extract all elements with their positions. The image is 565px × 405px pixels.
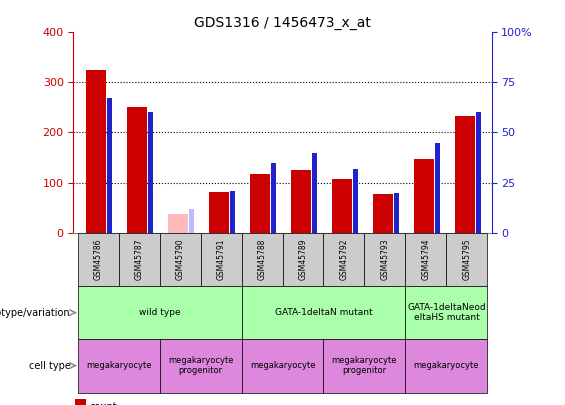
Text: GSM45787: GSM45787	[134, 239, 144, 280]
Text: megakaryocyte: megakaryocyte	[86, 361, 151, 370]
Bar	[107, 98, 112, 232]
Bar	[77, 232, 119, 286]
Bar	[324, 339, 406, 392]
Text: GSM45793: GSM45793	[380, 239, 389, 280]
Text: GATA-1deltaNeod
eltaHS mutant: GATA-1deltaNeod eltaHS mutant	[407, 303, 486, 322]
Bar	[406, 339, 488, 392]
Bar	[324, 232, 364, 286]
Bar	[159, 339, 241, 392]
Bar	[353, 168, 358, 232]
Bar	[406, 286, 488, 339]
Bar	[77, 339, 159, 392]
Bar	[208, 192, 229, 232]
Text: GSM45791: GSM45791	[216, 239, 225, 280]
Bar	[201, 232, 241, 286]
Bar	[435, 143, 440, 232]
Text: wild type: wild type	[139, 308, 180, 317]
Bar	[271, 162, 276, 232]
Bar	[119, 232, 159, 286]
Bar	[76, 399, 86, 405]
Bar	[446, 232, 488, 286]
Text: genotype/variation: genotype/variation	[0, 307, 71, 318]
Bar	[291, 170, 311, 232]
Bar	[168, 213, 188, 232]
Text: count: count	[90, 402, 118, 405]
Text: GSM45786: GSM45786	[94, 239, 102, 280]
Text: GATA-1deltaN mutant: GATA-1deltaN mutant	[275, 308, 372, 317]
Text: GSM45792: GSM45792	[340, 239, 349, 280]
Bar	[230, 191, 235, 232]
Text: cell type: cell type	[29, 360, 71, 371]
Bar	[77, 286, 241, 339]
Text: megakaryocyte
progenitor: megakaryocyte progenitor	[332, 356, 397, 375]
Bar	[414, 158, 434, 232]
Bar	[406, 232, 446, 286]
Bar	[189, 209, 194, 232]
Bar	[241, 286, 406, 339]
Text: GSM45794: GSM45794	[421, 239, 431, 280]
Bar	[86, 70, 106, 232]
Bar	[127, 107, 147, 232]
Text: megakaryocyte: megakaryocyte	[250, 361, 315, 370]
Text: GSM45790: GSM45790	[176, 239, 185, 280]
Bar	[241, 232, 282, 286]
Bar	[159, 232, 201, 286]
Text: GSM45788: GSM45788	[258, 239, 267, 280]
Title: GDS1316 / 1456473_x_at: GDS1316 / 1456473_x_at	[194, 16, 371, 30]
Text: GSM45795: GSM45795	[463, 239, 471, 280]
Text: megakaryocyte
progenitor: megakaryocyte progenitor	[168, 356, 233, 375]
Bar	[476, 113, 481, 232]
Bar	[373, 194, 393, 232]
Bar	[241, 339, 324, 392]
Bar	[148, 113, 153, 232]
Bar	[455, 116, 475, 232]
Bar	[394, 192, 399, 232]
Bar	[364, 232, 406, 286]
Bar	[312, 153, 317, 232]
Bar	[282, 232, 324, 286]
Text: megakaryocyte: megakaryocyte	[414, 361, 479, 370]
Text: GSM45789: GSM45789	[298, 239, 307, 280]
Bar	[332, 179, 352, 232]
Bar	[250, 173, 270, 232]
